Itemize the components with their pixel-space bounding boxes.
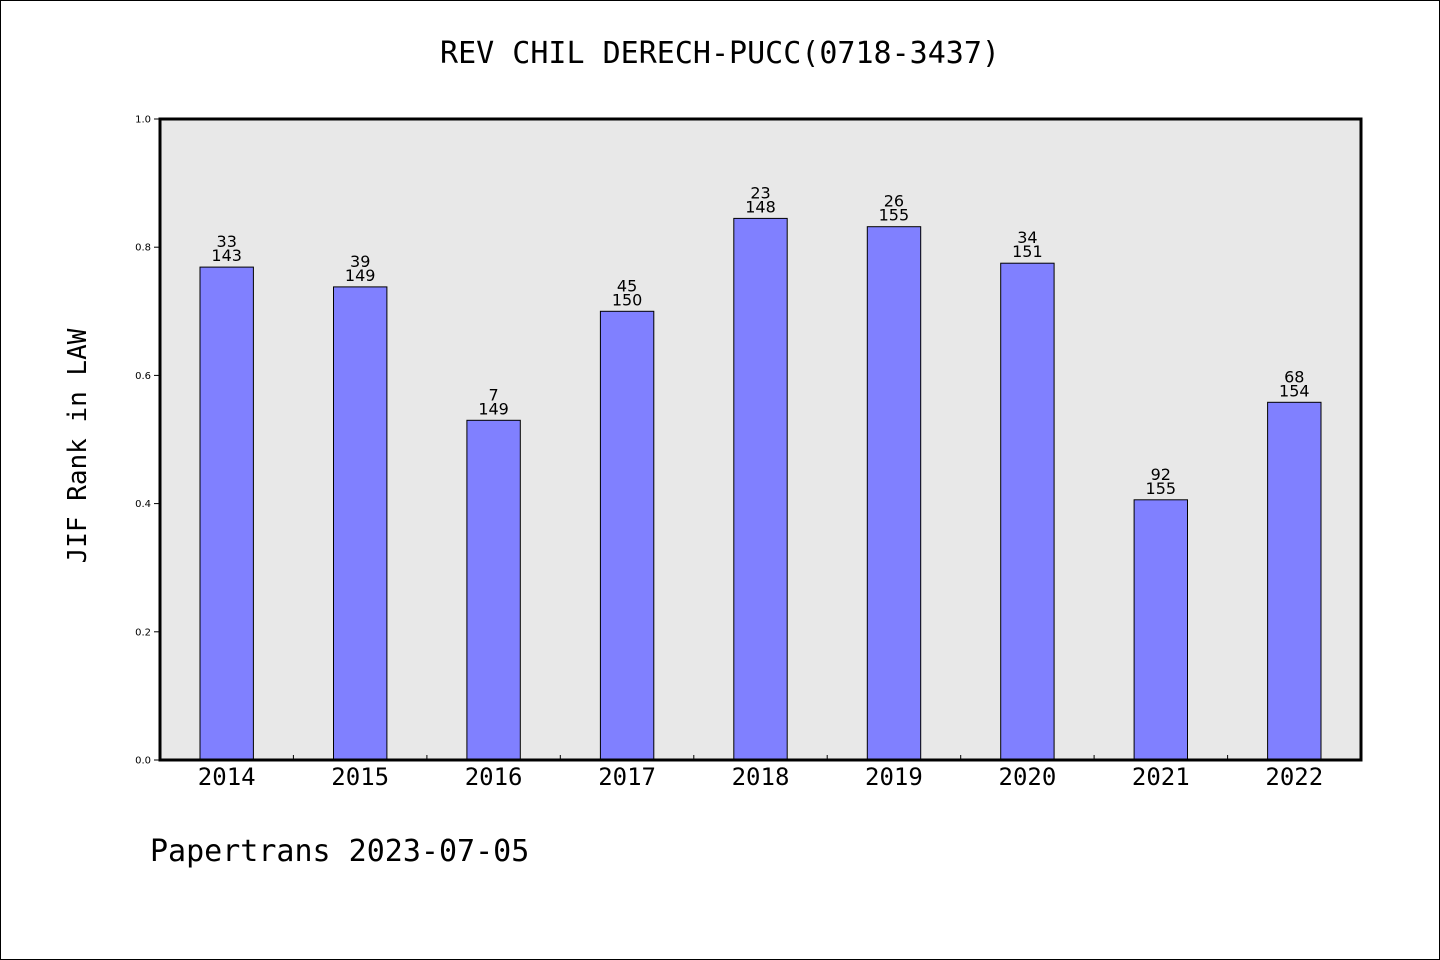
bar-rank-label-2018: 23 — [750, 183, 770, 202]
bar-2017 — [599, 310, 655, 761]
bar-total-label-2014: 143 — [211, 246, 242, 265]
plot-border — [158, 117, 1363, 762]
bar-2014 — [199, 266, 254, 761]
bars-layer — [199, 217, 1322, 761]
bar-2021 — [1133, 499, 1188, 761]
y-axis: 0.0 0.2 0.4 0.6 0.8 1.0 — [135, 115, 160, 767]
bar-rank-label-2022: 68 — [1284, 367, 1304, 386]
x-tick-label-2017: 2017 — [598, 763, 656, 791]
bar-2019 — [866, 226, 922, 761]
bar-rank-label-2017: 45 — [617, 276, 637, 295]
x-tick-label-2018: 2018 — [732, 763, 790, 791]
bar-total-label-2016: 149 — [478, 399, 509, 418]
x-axis: 2014 2015 2016 2017 2018 2019 2020 2021 2022 — [198, 755, 1323, 791]
y-tick-label: 0.4 — [135, 499, 151, 510]
bar-2020 — [1000, 262, 1055, 761]
y-tick-label: 0.8 — [135, 243, 151, 254]
x-tick-label-2021: 2021 — [1132, 763, 1190, 791]
x-tick-label-2016: 2016 — [465, 763, 523, 791]
bar-2016 — [466, 419, 521, 761]
y-tick-label: 0.0 — [135, 756, 151, 767]
bar-rank-label-2021: 92 — [1151, 465, 1171, 484]
x-tick-label-2019: 2019 — [865, 763, 923, 791]
x-tick-label-2020: 2020 — [999, 763, 1057, 791]
bar-total-label-2015: 149 — [345, 266, 376, 285]
bar-rank-label-2014: 33 — [217, 232, 237, 251]
x-tick-label-2015: 2015 — [331, 763, 389, 791]
x-tick-label-2022: 2022 — [1265, 763, 1323, 791]
bar-rank-label-2015: 39 — [350, 252, 370, 271]
bar-2015 — [333, 286, 388, 761]
bar-rank-label-2020: 34 — [1017, 228, 1037, 247]
bar-rank-label-2016: 7 — [489, 385, 499, 404]
bar-total-label-2021: 155 — [1146, 479, 1177, 498]
bar-2022 — [1267, 401, 1322, 761]
x-tick-label-2014: 2014 — [198, 763, 256, 791]
bar-total-label-2017: 150 — [612, 290, 643, 309]
footer-credit: Papertrans 2023-07-05 — [150, 834, 530, 869]
bar-2018 — [733, 217, 788, 761]
bar-total-label-2018: 148 — [745, 197, 776, 216]
bar-total-label-2020: 151 — [1012, 242, 1043, 261]
bar-total-label-2022: 154 — [1279, 381, 1310, 400]
y-tick-label: 0.2 — [135, 627, 151, 638]
bar-total-label-2019: 155 — [879, 206, 910, 225]
y-tick-label: 0.6 — [135, 371, 151, 382]
chart-title: REV CHIL DERECH-PUCC(0718-3437) — [440, 36, 1000, 71]
bar-rank-label-2019: 26 — [884, 192, 904, 211]
y-tick-label: 1.0 — [135, 115, 151, 126]
